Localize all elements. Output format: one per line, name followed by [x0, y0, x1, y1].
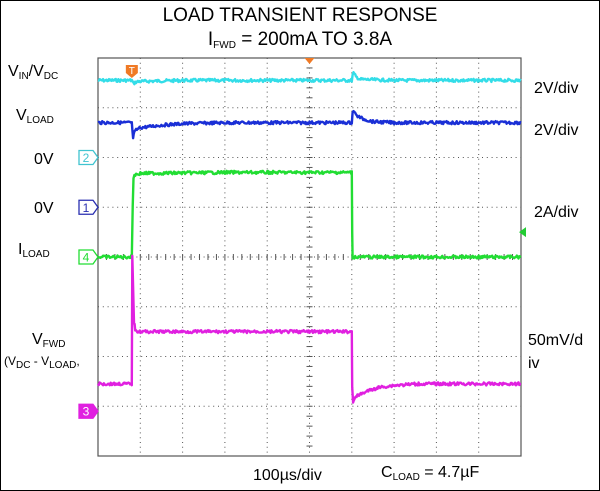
- right-label-vfwd-wrap: iv: [528, 355, 540, 372]
- channel-marker-label-iload: 4: [83, 251, 90, 265]
- channel-marker-offset2: [78, 149, 99, 166]
- capacitance-note: CLOAD = 4.7µF: [381, 464, 480, 483]
- vfwd-definition-label: (VDC - VLOAD,: [4, 354, 80, 371]
- trigger-marker: [125, 65, 138, 78]
- time-scale-label: 100µs/div: [253, 467, 322, 484]
- offset-ch1-label: 0V: [34, 200, 54, 217]
- trigger-marker-label: T: [129, 66, 135, 77]
- chart-title: LOAD TRANSIENT RESPONSE: [162, 5, 438, 26]
- vload-label: VLOAD: [16, 107, 54, 126]
- channel-marker-offset1: [78, 199, 99, 215]
- channel-marker-label-offset1: 1: [83, 201, 90, 215]
- channel-marker-label-offset2: 2: [83, 151, 90, 165]
- right-label-vload: 2V/div: [534, 122, 579, 139]
- vfwd-label: VFWD: [32, 331, 66, 350]
- channel-marker-label-vfwd: 3: [83, 405, 90, 419]
- iload-label: ILOAD: [18, 241, 50, 260]
- right-label-vfwd: 50mV/d: [528, 332, 584, 349]
- offset-ch2-label: 0V: [34, 151, 54, 168]
- trace-vfwd: [96, 254, 522, 404]
- vin-label: VIN/VDC: [8, 63, 59, 82]
- channel-marker-iload: [78, 249, 99, 265]
- trace-iload: [97, 169, 522, 260]
- right-label-iload: 2A/div: [534, 204, 579, 221]
- chart-subtitle: IFWD = 200mA TO 3.8A: [207, 29, 393, 51]
- trigger-position-marker: [304, 58, 315, 64]
- trace-vin: [97, 70, 522, 86]
- right-label-vin: 2V/div: [534, 80, 579, 97]
- trace-vload: [97, 109, 522, 140]
- trigger-level-marker: [519, 227, 526, 238]
- channel-marker-vfwd: [78, 403, 99, 419]
